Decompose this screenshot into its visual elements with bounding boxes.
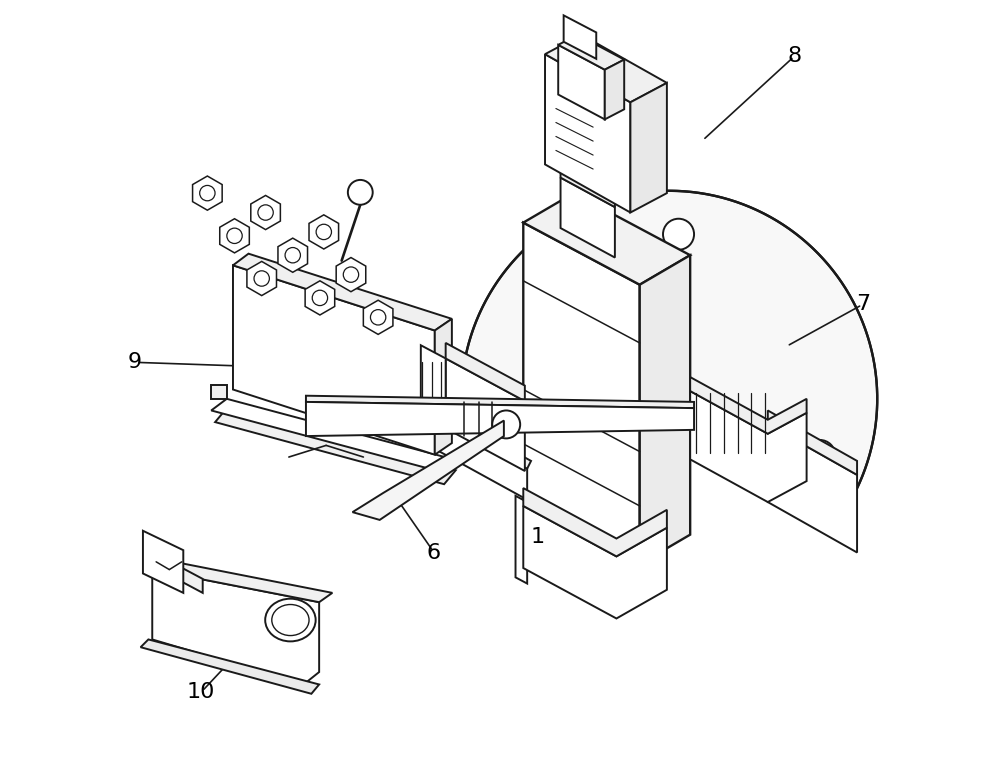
Polygon shape bbox=[156, 554, 203, 593]
Circle shape bbox=[312, 291, 328, 305]
Circle shape bbox=[663, 219, 694, 250]
Polygon shape bbox=[353, 421, 504, 520]
Polygon shape bbox=[211, 385, 227, 399]
Ellipse shape bbox=[272, 605, 309, 636]
Polygon shape bbox=[278, 238, 308, 273]
Circle shape bbox=[227, 228, 242, 244]
Circle shape bbox=[200, 185, 215, 201]
Polygon shape bbox=[141, 640, 319, 694]
Circle shape bbox=[343, 267, 359, 282]
Polygon shape bbox=[211, 399, 453, 471]
Circle shape bbox=[804, 440, 835, 471]
Polygon shape bbox=[233, 254, 452, 330]
Polygon shape bbox=[363, 300, 393, 334]
Polygon shape bbox=[247, 262, 276, 295]
Polygon shape bbox=[630, 83, 667, 213]
Circle shape bbox=[258, 205, 273, 220]
Polygon shape bbox=[640, 256, 690, 564]
Text: 10: 10 bbox=[187, 682, 215, 702]
Polygon shape bbox=[309, 215, 339, 249]
Polygon shape bbox=[306, 402, 694, 436]
Polygon shape bbox=[690, 391, 807, 502]
Polygon shape bbox=[220, 219, 249, 253]
Polygon shape bbox=[558, 45, 605, 119]
Circle shape bbox=[254, 271, 269, 286]
Polygon shape bbox=[305, 280, 335, 315]
Polygon shape bbox=[558, 35, 624, 69]
Polygon shape bbox=[251, 196, 280, 230]
Text: 7: 7 bbox=[856, 294, 870, 314]
Polygon shape bbox=[193, 176, 222, 210]
Polygon shape bbox=[545, 35, 667, 102]
Polygon shape bbox=[152, 569, 319, 685]
Polygon shape bbox=[605, 60, 624, 119]
Polygon shape bbox=[435, 319, 452, 455]
Polygon shape bbox=[336, 258, 366, 291]
Polygon shape bbox=[233, 266, 435, 455]
Polygon shape bbox=[545, 55, 630, 213]
Polygon shape bbox=[523, 488, 667, 556]
Circle shape bbox=[370, 309, 386, 325]
Polygon shape bbox=[523, 193, 690, 284]
Polygon shape bbox=[143, 530, 183, 593]
Polygon shape bbox=[418, 401, 531, 469]
Circle shape bbox=[285, 248, 300, 263]
Text: 8: 8 bbox=[788, 46, 802, 65]
Text: 1: 1 bbox=[530, 527, 544, 547]
Polygon shape bbox=[418, 409, 527, 499]
Polygon shape bbox=[564, 16, 596, 59]
Polygon shape bbox=[523, 506, 667, 619]
Ellipse shape bbox=[265, 599, 316, 641]
Polygon shape bbox=[306, 396, 694, 408]
Polygon shape bbox=[421, 345, 446, 430]
Circle shape bbox=[492, 411, 520, 439]
Text: 6: 6 bbox=[427, 542, 441, 562]
Polygon shape bbox=[690, 377, 807, 434]
Polygon shape bbox=[561, 178, 615, 258]
Text: 9: 9 bbox=[128, 352, 142, 372]
Polygon shape bbox=[561, 139, 615, 207]
Polygon shape bbox=[152, 560, 332, 602]
Polygon shape bbox=[516, 496, 527, 583]
Polygon shape bbox=[446, 343, 525, 401]
Polygon shape bbox=[215, 408, 456, 485]
Circle shape bbox=[348, 180, 373, 205]
Circle shape bbox=[316, 224, 331, 240]
Polygon shape bbox=[523, 223, 640, 564]
Polygon shape bbox=[446, 358, 525, 471]
Polygon shape bbox=[461, 191, 877, 496]
Polygon shape bbox=[768, 411, 857, 475]
Polygon shape bbox=[768, 425, 857, 552]
